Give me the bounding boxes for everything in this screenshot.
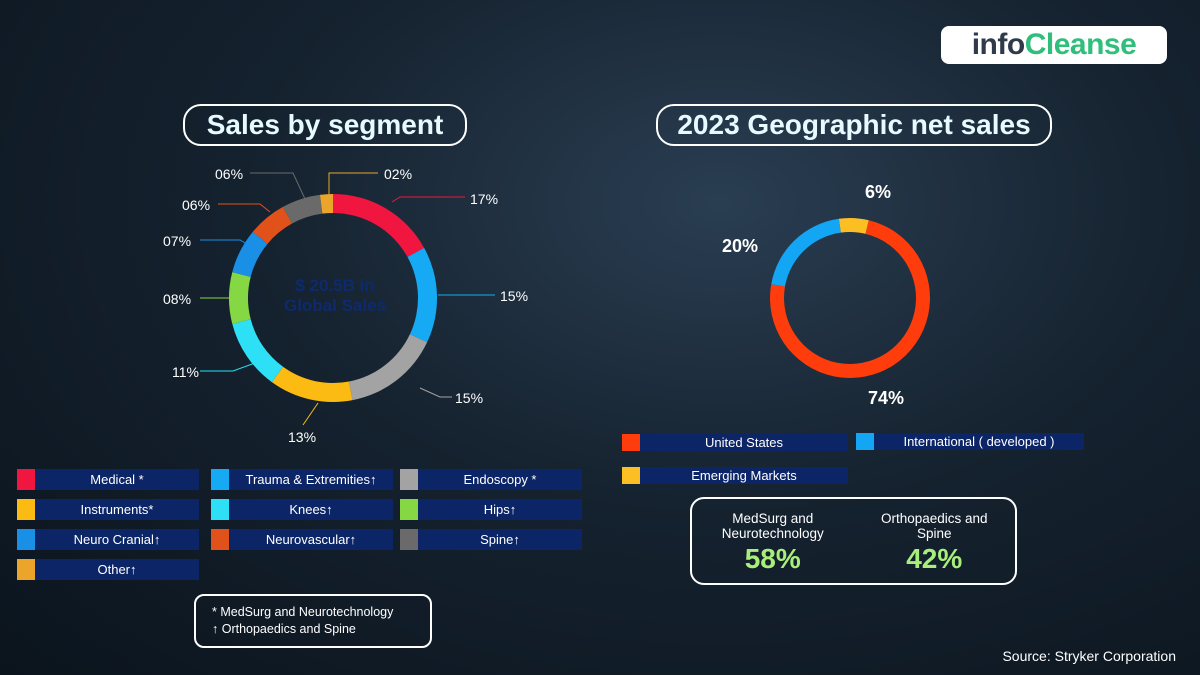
legend-item-trauma-extremities: Trauma & Extremities↑ xyxy=(211,469,393,490)
legend-label: Medical * xyxy=(90,472,144,487)
legend-item-neurovascular: Neurovascular↑ xyxy=(211,529,393,550)
value-label-trauma: 15% xyxy=(500,288,529,304)
legend-swatch xyxy=(400,529,418,550)
legend-item-other: Other↑ xyxy=(17,559,199,580)
legend-swatch xyxy=(211,529,229,550)
legend-label: Hips↑ xyxy=(483,502,517,517)
legend-label: Neuro Cranial↑ xyxy=(73,532,161,547)
legend-item-instruments: Instruments* xyxy=(17,499,199,520)
division-summary: MedSurg and Neurotechnology 58% Orthopaed… xyxy=(690,497,1017,585)
value-label-medical: 17% xyxy=(470,191,499,207)
summary-medsurg: MedSurg and Neurotechnology 58% xyxy=(721,511,824,574)
slice-neurovascular xyxy=(252,206,293,244)
infocleanse-logo: info Cleanse xyxy=(941,26,1167,64)
legend-item-neuro-cranial: Neuro Cranial↑ xyxy=(17,529,199,550)
slice-medical xyxy=(333,194,425,258)
slice-hips xyxy=(229,272,251,324)
slice-knees xyxy=(232,319,284,383)
slice-trauma-extremities xyxy=(407,247,437,343)
footnote-medsurg: * MedSurg and Neurotechnology xyxy=(212,605,394,619)
value-label-hips: 08% xyxy=(163,291,192,307)
geo-chart-title: 2023 Geographic net sales xyxy=(656,104,1052,146)
legend-swatch xyxy=(17,469,35,490)
legend-item-medical: Medical * xyxy=(17,469,199,490)
value-label-instruments: 13% xyxy=(288,429,317,445)
legend-swatch xyxy=(211,469,229,490)
slice-other xyxy=(319,194,333,214)
leader-lines xyxy=(200,172,495,426)
legend-label: Spine↑ xyxy=(480,532,520,547)
source-text: Source: Stryker Corporation xyxy=(1002,648,1176,664)
legend-swatch xyxy=(17,499,35,520)
value-label-other: 02% xyxy=(384,166,413,182)
value-label-neurovascular: 06% xyxy=(182,197,211,213)
summary-ortho: Orthopaedics and Spine 42% xyxy=(880,511,988,574)
slice-neuro-cranial xyxy=(232,231,268,277)
legend-label: Knees↑ xyxy=(289,502,333,517)
legend-swatch xyxy=(400,499,418,520)
geo-label-international: 20% xyxy=(722,236,759,256)
geo-label-emerging: 6% xyxy=(865,182,892,202)
legend-swatch xyxy=(400,469,418,490)
legend-item-spine: Spine↑ xyxy=(400,529,582,550)
legend-label: Neurovascular↑ xyxy=(265,532,357,547)
segment-chart-title: Sales by segment xyxy=(183,104,467,146)
slice-emerging-markets xyxy=(838,218,869,234)
value-label-neuro-cranial: 07% xyxy=(163,233,192,249)
legend-item-knees: Knees↑ xyxy=(211,499,393,520)
legend-item-emerging-markets: Emerging Markets xyxy=(622,467,848,484)
value-label-spine: 06% xyxy=(215,166,244,182)
legend-label: Other↑ xyxy=(97,562,137,577)
slice-instruments xyxy=(271,366,353,402)
legend-item-international: International ( developed ) xyxy=(856,433,1084,450)
donut-center-label: $ 20.5B in Global Sales xyxy=(283,276,387,315)
legend-item-united-states: United States xyxy=(622,434,848,451)
legend-swatch xyxy=(211,499,229,520)
slice-international-developed- xyxy=(771,218,841,287)
value-label-endoscopy: 15% xyxy=(455,390,484,406)
legend-label: Endoscopy * xyxy=(463,472,537,487)
legend-swatch xyxy=(17,559,35,580)
footnote-box: * MedSurg and Neurotechnology ↑ Orthopae… xyxy=(194,594,432,648)
slice-spine xyxy=(282,194,323,224)
slice-endoscopy xyxy=(348,334,428,401)
legend-swatch xyxy=(17,529,35,550)
legend-label: Instruments* xyxy=(80,502,154,517)
geo-label-us: 74% xyxy=(868,388,905,408)
legend-label: Trauma & Extremities↑ xyxy=(245,472,377,487)
value-label-knees: 11% xyxy=(172,364,199,380)
footnote-ortho: ↑ Orthopaedics and Spine xyxy=(212,622,356,636)
legend-item-hips: Hips↑ xyxy=(400,499,582,520)
legend-item-endoscopy: Endoscopy * xyxy=(400,469,582,490)
